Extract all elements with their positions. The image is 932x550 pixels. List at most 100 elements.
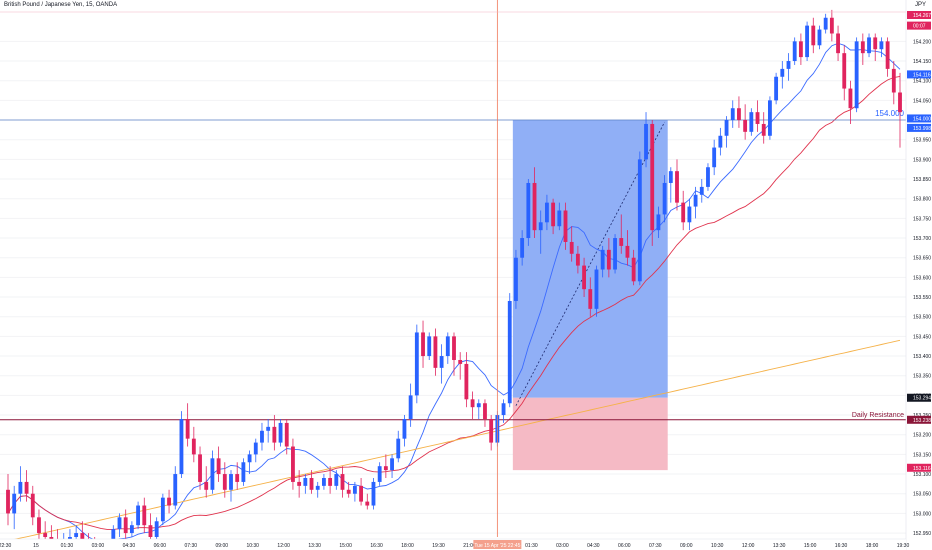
candle-body <box>433 336 438 368</box>
time-tick-label: 16:30 <box>835 543 848 549</box>
bottom-tag: 153.116 <box>913 466 931 472</box>
candle-body <box>526 182 531 239</box>
price-tick-label: 153.200 <box>913 433 931 439</box>
time-tick-label: 12:00 <box>277 543 290 549</box>
time-tick-label: 07:30 <box>185 543 198 549</box>
candle-body <box>582 265 587 290</box>
candle-body <box>600 249 605 270</box>
price-tick-label: 153.050 <box>913 492 931 498</box>
time-tick-label: 15 <box>33 543 39 549</box>
candle-body <box>538 222 543 231</box>
candle-body <box>699 186 704 195</box>
candle-body <box>879 41 884 50</box>
candle-body <box>737 108 741 121</box>
candle-body <box>730 108 735 121</box>
price-tick-label: 153.900 <box>913 157 931 163</box>
candle-body <box>408 395 413 419</box>
candle-body <box>464 363 469 400</box>
candle-body <box>662 182 667 215</box>
time-tick-label: 09:00 <box>216 543 229 549</box>
price-tick-label: 153.700 <box>913 236 931 242</box>
candle-body <box>321 477 326 486</box>
loss-zone <box>512 397 668 471</box>
candle-body <box>829 17 834 34</box>
time-tick-label: 03:00 <box>556 543 569 549</box>
candle-body <box>185 418 190 439</box>
candle-body <box>805 25 810 58</box>
level-a-tag-bg <box>907 114 931 123</box>
candle-body <box>111 529 116 545</box>
last-price-tag: 154.116 <box>913 72 931 78</box>
candle-body <box>767 100 772 136</box>
candle-body <box>483 403 487 419</box>
candle-body <box>173 474 178 506</box>
candle-body <box>272 426 277 443</box>
chart-title: British Pound / Japanese Yen, 15, OANDA <box>4 2 118 8</box>
time-tick-label: 15:00 <box>804 543 817 549</box>
candle-body <box>12 493 17 514</box>
time-tick-label: 18:00 <box>866 543 879 549</box>
candle-body <box>575 253 580 266</box>
price-axis-background <box>906 0 932 550</box>
candle-body <box>210 458 215 490</box>
candle-body <box>656 214 661 231</box>
candle-body <box>198 454 202 482</box>
time-tick-label: 22:30 <box>0 543 11 549</box>
candle-body <box>427 336 432 357</box>
time-tick-label: 04:30 <box>123 543 136 549</box>
countdown-tag: 00:07 <box>913 24 926 30</box>
candle-body <box>891 68 896 93</box>
price-tick-label: 153.100 <box>913 472 931 478</box>
price-tick-label: 153.550 <box>913 295 931 301</box>
candle-body <box>470 399 475 408</box>
candle-body <box>371 481 376 506</box>
time-axis[interactable]: 22:30 15 01:30 03:00 04:30 06:00 07:30 09:00 10:… <box>0 538 909 550</box>
level-a-tag: 154.000 <box>913 116 931 122</box>
candle-body <box>123 517 128 534</box>
candle-body <box>222 474 227 490</box>
candle-body <box>18 481 23 494</box>
candle-body <box>867 37 871 54</box>
price-axis[interactable]: 154.200 154.150 154.100 154.050 154.000 153.9… <box>905 0 932 550</box>
candle-body <box>179 418 184 475</box>
candle-body <box>668 171 673 183</box>
candle-body <box>637 159 642 282</box>
candle-body <box>476 403 481 408</box>
candle-body <box>309 477 314 490</box>
candle-body <box>253 442 258 455</box>
time-tick-label: 13:30 <box>308 543 321 549</box>
time-tick-label: 10:30 <box>711 543 724 549</box>
horizontal-levels: 154.000 Daily Resistance <box>0 109 906 421</box>
candle-body <box>613 238 617 270</box>
candle-body <box>414 332 419 396</box>
time-tick-label: 06:00 <box>154 543 167 549</box>
candle-body <box>823 17 828 30</box>
candle-body <box>445 336 450 357</box>
candle-body <box>532 182 537 231</box>
price-tick-label: 153.850 <box>913 177 931 183</box>
profit-zone <box>512 120 668 398</box>
candle-body <box>6 489 10 514</box>
candle-body <box>718 135 723 148</box>
level-b-tag-bg <box>907 123 931 132</box>
price-tick-label: 153.650 <box>913 256 931 262</box>
candle-body <box>557 210 562 227</box>
candle-body <box>749 112 754 132</box>
time-tick-label: 01:30 <box>525 543 538 549</box>
crosshair <box>0 0 906 537</box>
candle-body <box>625 245 630 258</box>
candle-body <box>191 438 196 455</box>
time-tick-label: 13:30 <box>773 543 786 549</box>
time-tick-label: 01:30 <box>61 543 74 549</box>
candle-body <box>588 289 593 309</box>
candle-body <box>706 167 710 187</box>
candle-body <box>873 37 878 50</box>
countdown-tag-bg <box>907 21 931 30</box>
candle-body <box>743 120 748 132</box>
candle-body <box>396 438 401 459</box>
price-tick-label: 153.350 <box>913 374 931 380</box>
candle-body <box>712 147 717 168</box>
daily-resistance-label: Daily Resistance <box>852 412 904 419</box>
level-154-label: 154.000 <box>875 109 904 118</box>
